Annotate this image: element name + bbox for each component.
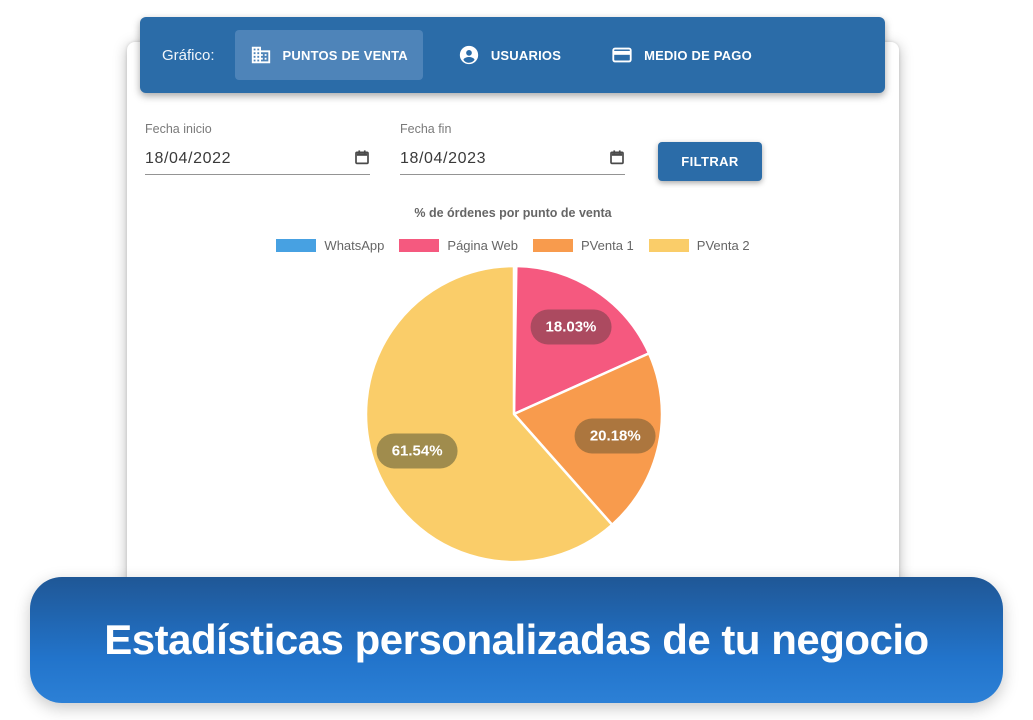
legend-item-p-gina-web[interactable]: Página Web — [399, 238, 518, 253]
fecha-inicio-label: Fecha inicio — [145, 122, 212, 136]
content-card: Gráfico: PUNTOS DE VENTA USUARIOS MEDIO … — [127, 17, 899, 602]
building-icon — [250, 44, 272, 66]
pie-svg — [364, 264, 664, 564]
calendar-icon[interactable] — [354, 149, 370, 170]
pie-slice-pventa-2[interactable] — [364, 264, 614, 564]
legend-label: PVenta 1 — [581, 238, 634, 253]
calendar-icon[interactable] — [609, 149, 625, 170]
pie-datalabel-pventa-2: 61.54% — [376, 433, 458, 469]
pie-datalabel-p-gina-web: 18.03% — [530, 309, 612, 345]
pie-datalabel-pventa-1: 20.18% — [574, 418, 656, 454]
fecha-fin-input[interactable]: 18/04/2023 — [400, 144, 625, 175]
grafico-label: Gráfico: — [162, 46, 215, 64]
legend-swatch — [399, 239, 440, 252]
fecha-inicio-input[interactable]: 18/04/2022 — [145, 144, 370, 175]
chart-title: % de órdenes por punto de venta — [414, 206, 612, 220]
legend-item-pventa-1[interactable]: PVenta 1 — [533, 238, 634, 253]
legend-label: PVenta 2 — [696, 238, 750, 253]
legend-item-whatsapp[interactable]: WhatsApp — [276, 238, 384, 253]
user-icon — [458, 44, 480, 66]
legend-label: Página Web — [447, 238, 518, 253]
fecha-inicio-value: 18/04/2022 — [145, 150, 232, 167]
legend-label: WhatsApp — [324, 238, 385, 253]
tab-label: MEDIO DE PAGO — [644, 47, 752, 63]
filtrar-button[interactable]: FILTRAR — [658, 142, 762, 181]
tab-usuarios[interactable]: USUARIOS — [443, 30, 576, 80]
legend-item-pventa-2[interactable]: PVenta 2 — [648, 238, 750, 253]
credit-card-icon — [611, 44, 633, 66]
fecha-fin-label: Fecha fin — [400, 122, 452, 136]
tab-medio-de-pago[interactable]: MEDIO DE PAGO — [596, 30, 767, 80]
banner: Estadísticas personalizadas de tu negoci… — [30, 577, 1003, 703]
tab-label: PUNTOS DE VENTA — [282, 47, 408, 63]
tab-puntos-de-venta[interactable]: PUNTOS DE VENTA — [234, 30, 423, 80]
chart-type-toolbar: Gráfico: PUNTOS DE VENTA USUARIOS MEDIO … — [140, 17, 885, 93]
legend-swatch — [648, 239, 689, 252]
fecha-fin-value: 18/04/2023 — [400, 150, 487, 167]
banner-text: Estadísticas personalizadas de tu negoci… — [104, 616, 929, 663]
chart-legend: WhatsApp Página Web PVenta 1 PVenta 2 — [127, 238, 899, 253]
legend-swatch — [533, 239, 573, 252]
legend-swatch — [276, 239, 317, 252]
pie-chart: 18.03% 20.18% 61.54% — [354, 254, 674, 574]
tab-label: USUARIOS — [490, 47, 562, 63]
